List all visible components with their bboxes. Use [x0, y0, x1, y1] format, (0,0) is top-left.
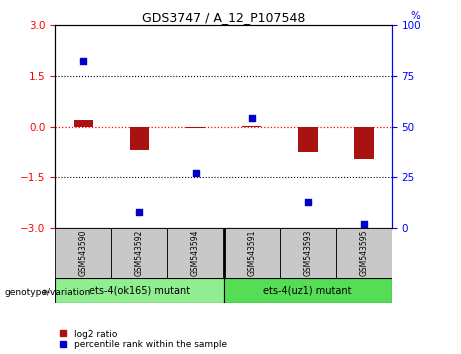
Bar [74, 120, 93, 127]
Bar [167, 228, 224, 278]
Text: GSM543595: GSM543595 [359, 230, 368, 276]
Title: GDS3747 / A_12_P107548: GDS3747 / A_12_P107548 [142, 11, 305, 24]
Point [360, 222, 367, 227]
Bar [298, 127, 318, 152]
Bar [186, 127, 205, 128]
Text: GSM543590: GSM543590 [79, 230, 88, 276]
Text: ets-4(uz1) mutant: ets-4(uz1) mutant [264, 285, 352, 295]
Legend: log2 ratio, percentile rank within the sample: log2 ratio, percentile rank within the s… [60, 330, 227, 349]
Bar [242, 126, 261, 127]
Text: genotype/variation: genotype/variation [5, 287, 91, 297]
Bar [224, 228, 280, 278]
Bar [224, 278, 392, 303]
Point [304, 199, 312, 205]
Point [248, 115, 255, 121]
Text: ets-4(ok165) mutant: ets-4(ok165) mutant [89, 285, 190, 295]
Bar [55, 228, 112, 278]
Bar [55, 278, 224, 303]
Bar [280, 228, 336, 278]
Y-axis label: %: % [410, 11, 420, 21]
Text: GSM543592: GSM543592 [135, 230, 144, 276]
Text: GSM543593: GSM543593 [303, 230, 312, 276]
Point [192, 171, 199, 176]
Bar [354, 127, 373, 159]
Bar [112, 228, 167, 278]
Text: GSM543591: GSM543591 [247, 230, 256, 276]
Text: GSM543594: GSM543594 [191, 230, 200, 276]
Point [80, 58, 87, 64]
Bar [130, 127, 149, 150]
Point [136, 209, 143, 215]
Bar [336, 228, 392, 278]
